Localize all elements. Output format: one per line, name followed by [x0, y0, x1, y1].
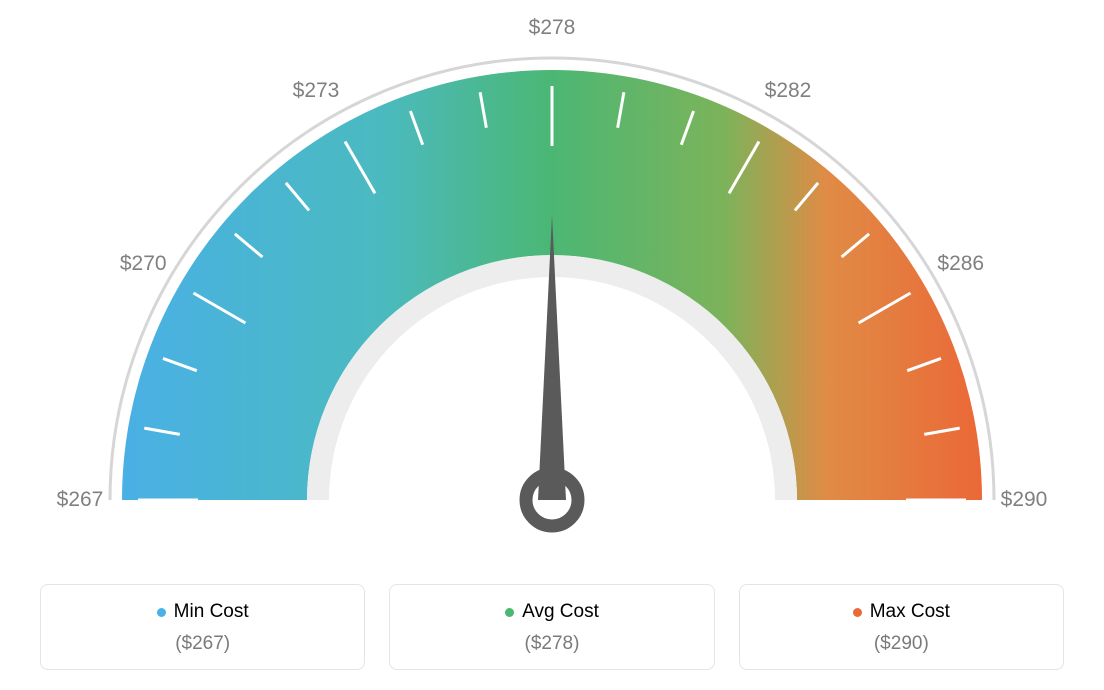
gauge-tick-label: $273 [293, 79, 340, 103]
gauge-tick-label: $278 [529, 16, 576, 40]
legend-dot-min [157, 608, 166, 617]
legend-row: Min Cost ($267) Avg Cost ($278) Max Cost… [40, 584, 1064, 670]
legend-label-avg: Avg Cost [522, 601, 599, 623]
legend-card-avg: Avg Cost ($278) [389, 584, 714, 670]
legend-value-avg: ($278) [400, 633, 703, 655]
gauge-tick-label: $267 [57, 488, 104, 512]
gauge-tick-label: $286 [937, 252, 984, 276]
gauge-tick-label: $282 [765, 79, 812, 103]
legend-value-min: ($267) [51, 633, 354, 655]
gauge-chart: $267 $270 $273 $278 $282 $286 $290 [0, 0, 1104, 560]
legend-value-max: ($290) [750, 633, 1053, 655]
legend-card-min: Min Cost ($267) [40, 584, 365, 670]
gauge-tick-label: $290 [1001, 488, 1048, 512]
gauge-tick-label: $270 [120, 252, 167, 276]
legend-card-max: Max Cost ($290) [739, 584, 1064, 670]
legend-label-max: Max Cost [870, 601, 950, 623]
legend-dot-max [853, 608, 862, 617]
legend-dot-avg [505, 608, 514, 617]
legend-label-min: Min Cost [174, 601, 249, 623]
